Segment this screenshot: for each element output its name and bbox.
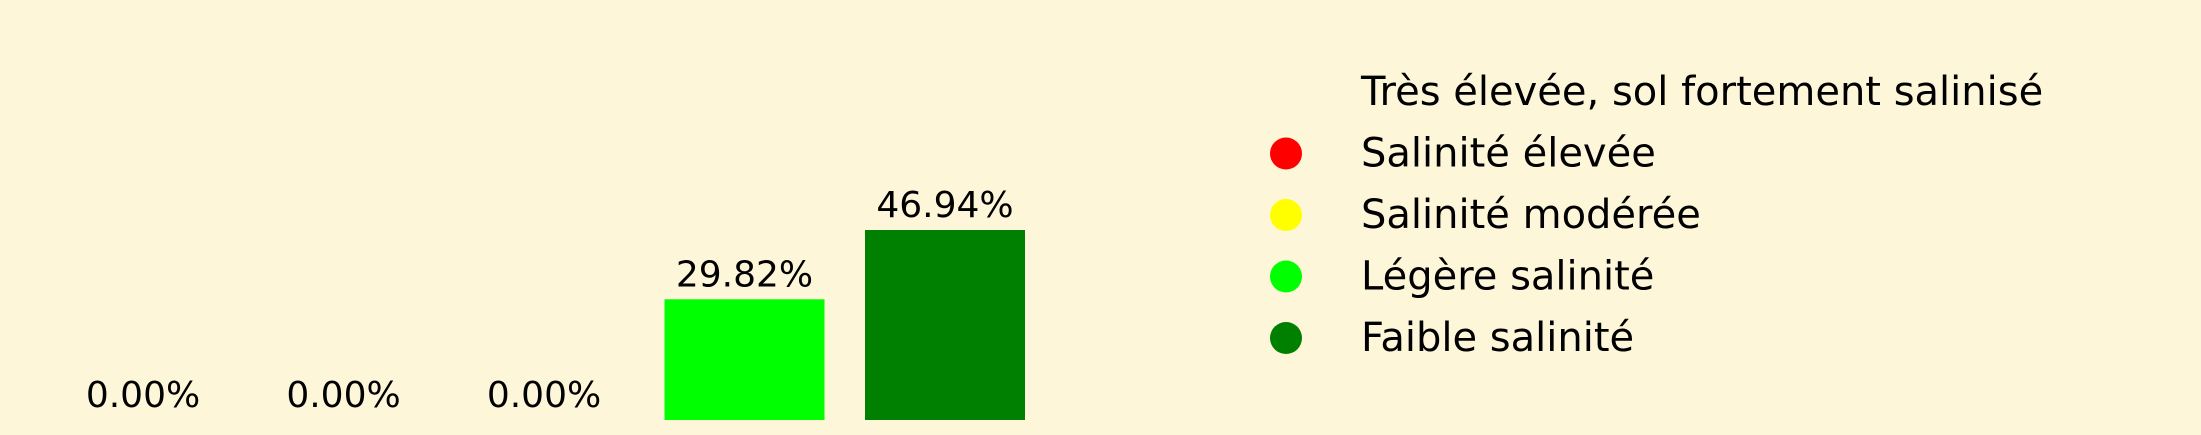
value-label-1: 0.00%: [86, 375, 200, 416]
value-labels-group: 0.00% 0.00% 0.00% 29.82% 46.94%: [86, 185, 1014, 416]
legend-marker-2: [1270, 137, 1302, 170]
legend-marker-3: [1270, 199, 1302, 231]
legend-marker-5: [1270, 322, 1302, 354]
bars-group: [664, 230, 1025, 420]
value-label-3: 0.00%: [487, 375, 601, 416]
legend-marker-4: [1270, 260, 1302, 293]
value-label-5: 46.94%: [876, 185, 1013, 226]
legend-label-4: Légère salinité: [1361, 254, 1654, 300]
legend-label-5: Faible salinité: [1361, 315, 1634, 361]
legend: Très élevée, sol fortement salinisé Salin…: [1270, 69, 2043, 361]
legend-label-3: Salinité modérée: [1361, 192, 1701, 238]
bar-5: [865, 230, 1025, 420]
bar-4: [664, 299, 825, 420]
legend-label-1: Très élevée, sol fortement salinisé: [1360, 69, 2043, 115]
value-label-4: 29.82%: [676, 254, 813, 295]
legend-label-2: Salinité élevée: [1361, 131, 1656, 177]
value-label-2: 0.00%: [286, 375, 400, 416]
